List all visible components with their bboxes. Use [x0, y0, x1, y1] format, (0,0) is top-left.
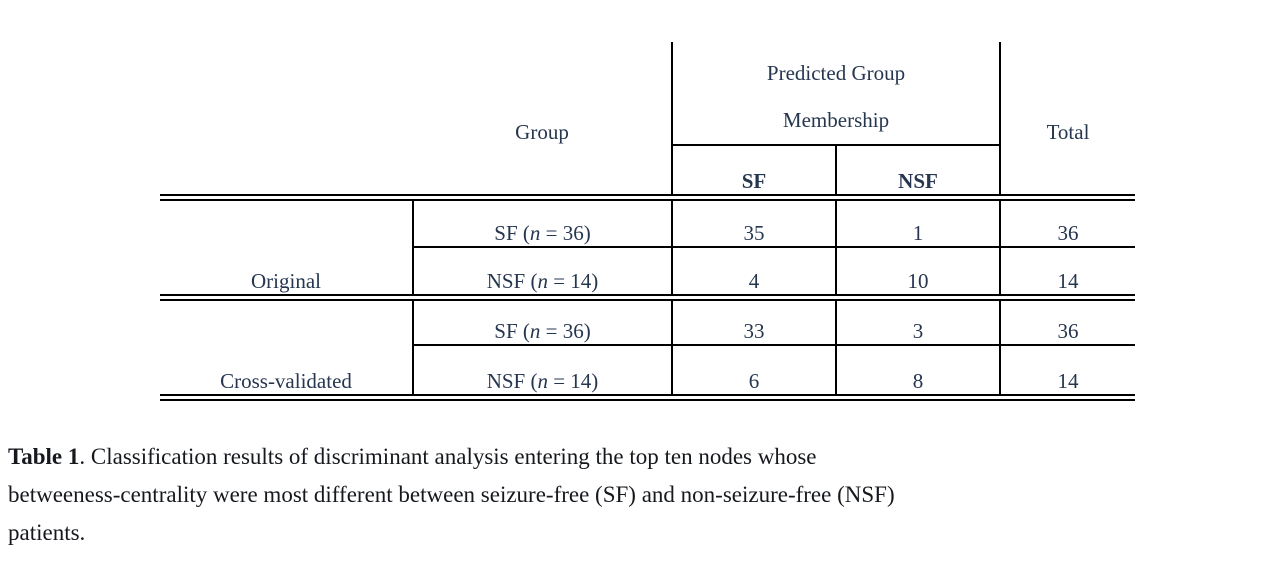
cell-crossval-nsf-total: 14 [1000, 345, 1135, 401]
italic-n: n [529, 221, 541, 245]
header-predicted-group-membership: Predicted Group Membership [672, 42, 1001, 146]
section-label-original: Original [160, 197, 414, 301]
cell-original-nsf-total: 14 [1000, 247, 1135, 301]
cell-crossval-nsf-nsf: 8 [836, 345, 1001, 401]
cell-crossval-sf-total: 36 [1000, 297, 1135, 346]
table-row-crossval-sf: Cross-validated SF (n = 36) 33 3 36 [160, 297, 1135, 401]
cell-crossval-nsf-sf: 6 [672, 345, 837, 401]
italic-n: n [537, 368, 548, 393]
caption-line-1: Table 1. Classification results of discr… [8, 444, 817, 469]
table-row-crossval-nsf: NSF (n = 14) 6 8 14 [160, 345, 1135, 401]
cell-original-sf-nsf: 1 [836, 197, 1001, 248]
empty-cell [413, 145, 673, 201]
row-label-nsf14: NSF (n = 14) [413, 247, 673, 301]
caption-table-number: Table 1 [8, 444, 80, 469]
header-total-label: Total [1046, 120, 1090, 144]
italic-n: n [537, 268, 548, 293]
caption-line-3: patients. [8, 520, 86, 545]
italic-n: n [529, 319, 541, 343]
subheader-nsf: NSF [836, 145, 1001, 201]
header-predicted-line1: Predicted Group [766, 61, 906, 85]
row-label-nsf14: NSF (n = 14) [413, 345, 673, 401]
cell-original-nsf-nsf: 10 [836, 247, 1001, 301]
empty-cell [160, 145, 413, 201]
header-row-1: Group Predicted Group Membership Total [160, 42, 1135, 146]
empty-cell [160, 42, 413, 145]
header-group: Group [413, 42, 673, 145]
header-row-2: SF NSF [160, 145, 1135, 201]
row-label-sf36: SF (n = 36) [413, 197, 673, 248]
header-predicted-line2: Membership [782, 108, 890, 132]
header-total: Total [1000, 42, 1135, 145]
section-label-cross-validated: Cross-validated [160, 297, 414, 401]
cell-original-sf-total: 36 [1000, 197, 1135, 248]
cell-original-nsf-sf: 4 [672, 247, 837, 301]
row-label-sf36: SF (n = 36) [413, 297, 673, 346]
classification-table: Group Predicted Group Membership Total S… [160, 42, 1135, 401]
subheader-sf: SF [672, 145, 837, 201]
empty-cell [1000, 145, 1135, 201]
cell-crossval-sf-nsf: 3 [836, 297, 1001, 346]
cell-original-sf-sf: 35 [672, 197, 837, 248]
header-group-label: Group [515, 120, 569, 144]
cell-crossval-sf-sf: 33 [672, 297, 837, 346]
table-row-original-nsf: NSF (n = 14) 4 10 14 [160, 247, 1135, 301]
caption-line-2: betweeness-centrality were most differen… [8, 482, 895, 507]
table-row-original-sf: Original SF (n = 36) 35 1 36 [160, 197, 1135, 301]
table-caption: Table 1. Classification results of discr… [8, 438, 1280, 552]
